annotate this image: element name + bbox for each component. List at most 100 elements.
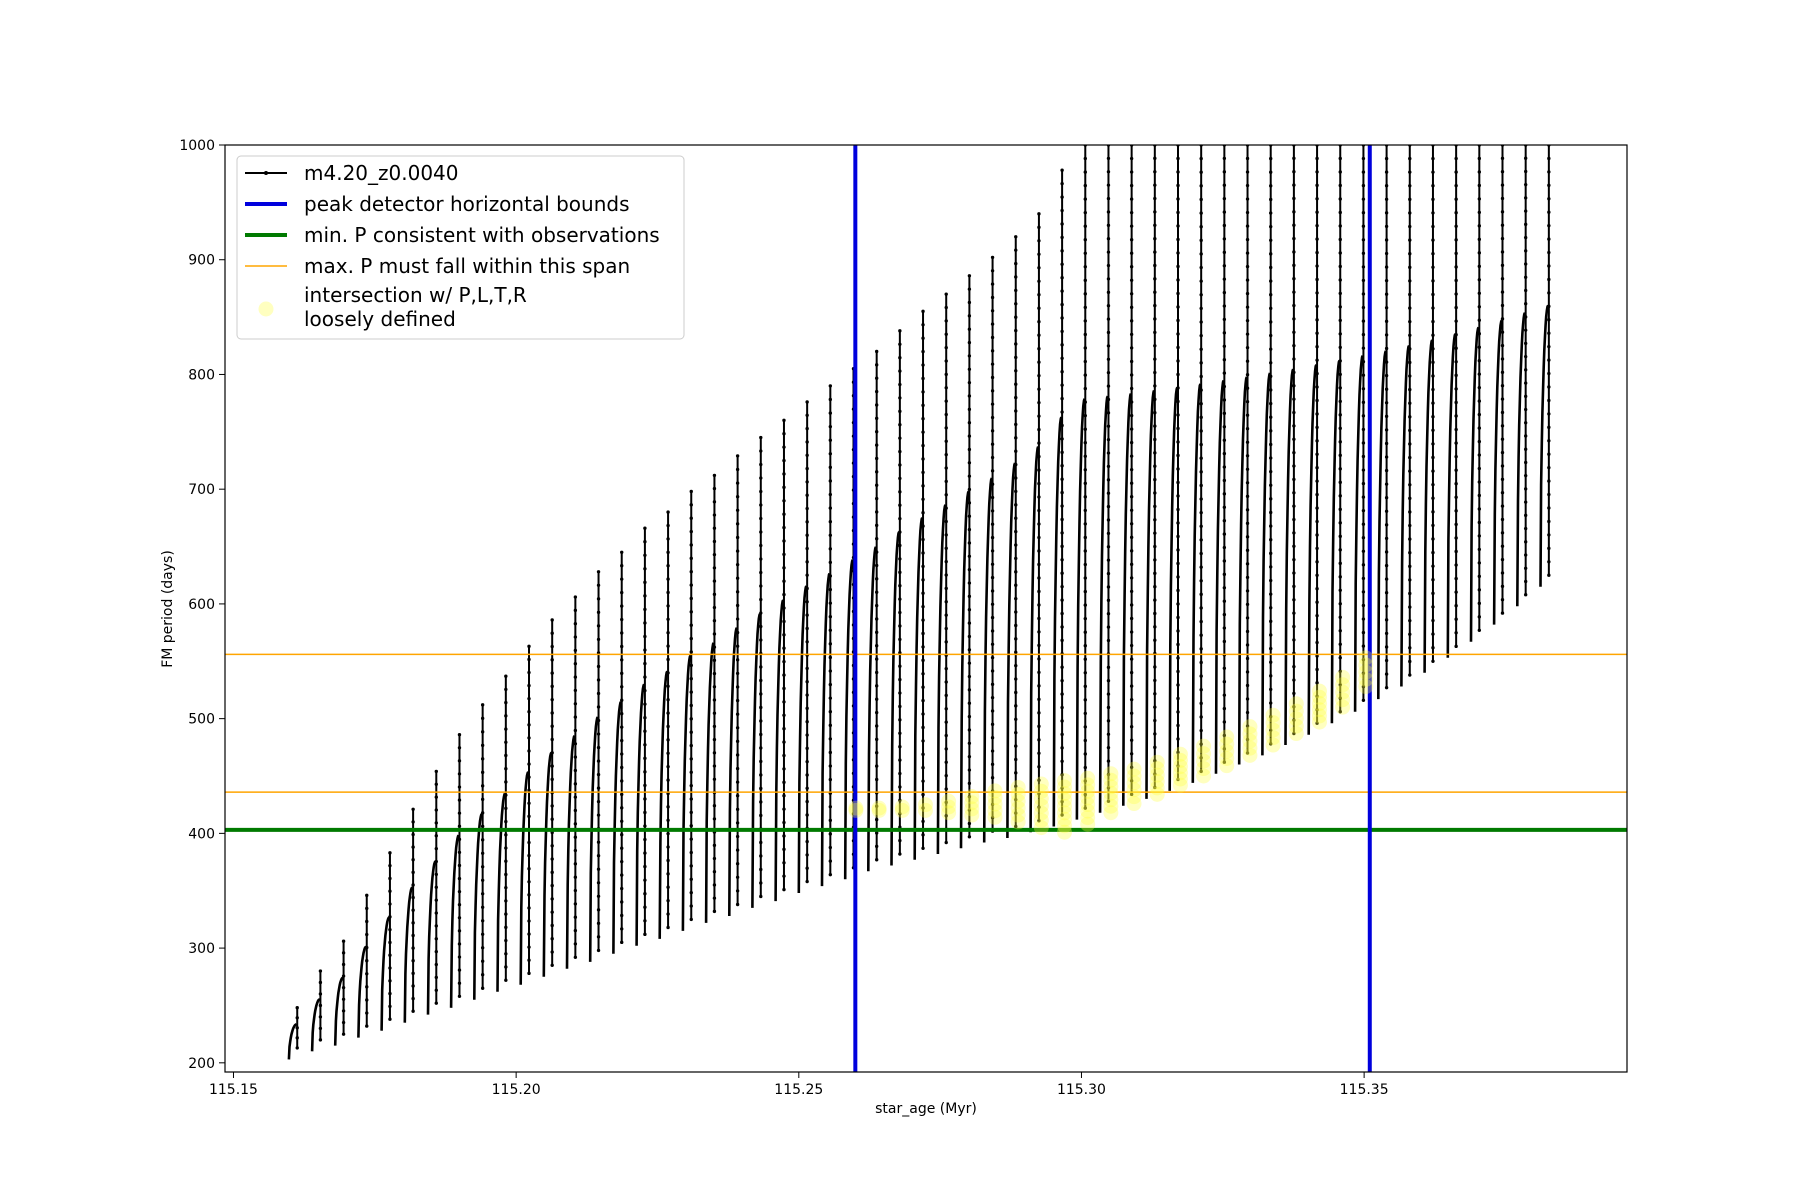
track-point	[805, 453, 809, 457]
track-point	[1338, 291, 1342, 296]
track-point	[1315, 519, 1319, 524]
track-point	[573, 728, 578, 733]
track-point	[805, 839, 809, 844]
track-point	[1547, 425, 1551, 430]
track-point	[1106, 585, 1111, 589]
track-point	[1292, 236, 1296, 241]
track-point	[1060, 383, 1064, 387]
track-point	[898, 745, 902, 749]
intersection-point	[1358, 664, 1374, 680]
track-point	[1014, 824, 1018, 829]
track-point	[1408, 374, 1412, 378]
track-segment	[959, 490, 970, 849]
track-point	[1523, 394, 1528, 399]
track-point	[1153, 263, 1157, 268]
track-point	[759, 570, 763, 575]
track-point	[1060, 813, 1064, 817]
track-point	[759, 678, 763, 683]
track-point	[1477, 453, 1482, 457]
track-point	[1199, 647, 1203, 651]
track-point	[573, 955, 578, 959]
track-point	[1176, 345, 1180, 350]
track-point	[1106, 437, 1111, 442]
track-point	[1361, 265, 1366, 269]
track-point	[1269, 592, 1273, 596]
track-point	[1338, 156, 1342, 161]
intersection-point	[1126, 768, 1142, 784]
track-point	[573, 795, 578, 799]
track-point	[643, 743, 647, 747]
track-point	[1338, 669, 1342, 673]
track-point	[480, 986, 485, 990]
track-point	[1408, 537, 1412, 541]
track-point	[1129, 170, 1134, 174]
intersection-point	[964, 795, 980, 811]
track-point	[666, 604, 670, 608]
track-point	[735, 535, 740, 540]
track-point	[1477, 183, 1482, 188]
track-point	[944, 666, 948, 671]
track-point	[967, 701, 972, 705]
track-point	[504, 872, 508, 877]
track-point	[1060, 584, 1064, 589]
track-point	[1315, 223, 1319, 228]
track-point	[1106, 692, 1111, 696]
track-point	[1037, 589, 1041, 594]
track-point	[1338, 494, 1342, 498]
track-point	[1153, 518, 1157, 522]
track-point	[898, 449, 902, 454]
track-point	[1408, 646, 1412, 650]
intersection-point	[1057, 818, 1073, 834]
track-point	[1129, 440, 1134, 445]
track-point	[1384, 414, 1389, 419]
track-cycle	[704, 473, 717, 923]
intersection-point	[964, 789, 980, 805]
intersection-point	[1335, 684, 1351, 700]
track-point	[643, 864, 647, 869]
track-point	[504, 952, 508, 956]
track-point	[1083, 305, 1087, 310]
track-point	[898, 423, 902, 427]
track-point	[1431, 387, 1435, 392]
track-point	[1176, 237, 1180, 242]
track-point	[643, 648, 647, 652]
track-point	[735, 698, 740, 703]
track-point	[944, 626, 948, 631]
track-segment	[843, 559, 854, 880]
track-point	[1431, 645, 1435, 650]
track-point	[1083, 224, 1087, 228]
track-point	[759, 719, 763, 723]
x-tick-label: 115.35	[1340, 1082, 1389, 1098]
track-point	[1269, 674, 1273, 678]
track-point	[1060, 316, 1064, 320]
track-point	[898, 731, 902, 735]
track-point	[1083, 779, 1087, 783]
track-point	[1408, 333, 1412, 337]
track-point	[828, 628, 833, 632]
intersection-point	[1265, 707, 1281, 723]
track-point	[1292, 584, 1296, 589]
track-point	[504, 740, 508, 744]
track-point	[527, 971, 531, 976]
track-point	[1060, 370, 1064, 374]
track-point	[596, 745, 601, 750]
track-point	[666, 724, 670, 729]
track-segment	[1191, 383, 1202, 783]
track-point	[1500, 277, 1505, 281]
track-point	[1060, 276, 1064, 280]
track-point	[1269, 265, 1273, 270]
track-point	[550, 937, 554, 941]
track-point	[573, 622, 578, 626]
track-point	[1037, 508, 1041, 513]
track-point	[921, 725, 925, 730]
track-segment	[380, 916, 391, 1031]
track-point	[782, 525, 786, 530]
track-point	[1106, 625, 1111, 629]
track-point	[550, 644, 554, 649]
track-point	[828, 710, 833, 714]
track-point	[1315, 412, 1319, 416]
track-point	[573, 928, 578, 933]
track-segment	[1214, 379, 1225, 774]
track-point	[805, 613, 809, 617]
intersection-point	[1033, 791, 1049, 807]
